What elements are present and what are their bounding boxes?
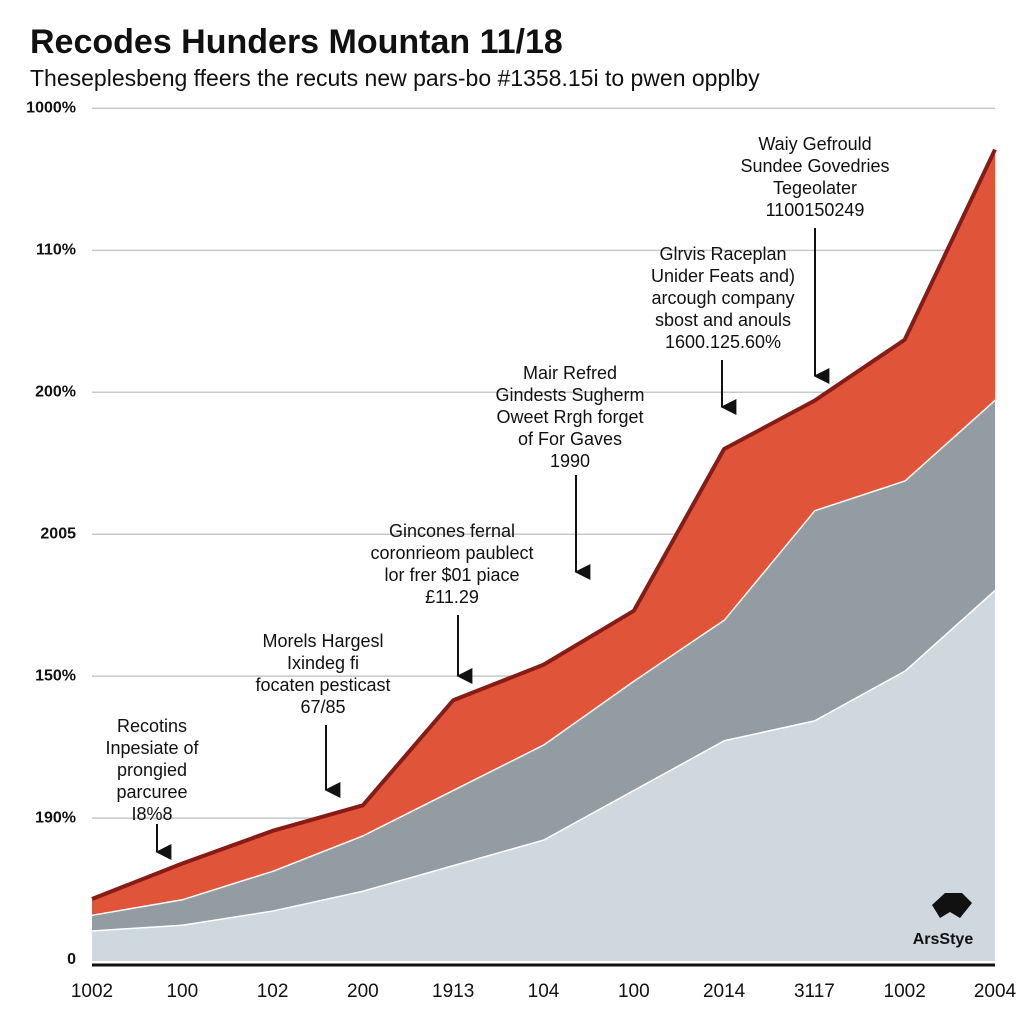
x-tick-label: 200 — [347, 981, 379, 1002]
x-tick-label: 102 — [257, 981, 289, 1002]
y-tick-label: 1000% — [26, 100, 76, 117]
x-tick-label: 3117 — [794, 981, 835, 1002]
annotation-text: £11.29 — [425, 587, 479, 607]
watermark-icon — [932, 893, 972, 918]
x-tick-label: 104 — [528, 981, 560, 1002]
annotation-text: Mair Refred — [523, 363, 617, 383]
axes: 0 190% 150% 2005 200% 110% 1000% 1002 100 102 200 1… — [26, 100, 1016, 1002]
annotation-text: lor frer $01 piace — [384, 565, 519, 585]
x-tick-label: 1002 — [71, 981, 113, 1002]
annotation-text: Unider Feats and) — [651, 266, 795, 286]
annotation-text: sbost and anouls — [655, 310, 791, 330]
annotation-text: Tegeolater — [773, 178, 857, 198]
watermark: ArsStye — [913, 931, 974, 948]
annotation-text: 67/85 — [300, 697, 345, 717]
annotation-text: Morels Hargesl — [262, 631, 383, 651]
x-tick-label: 2014 — [703, 981, 746, 1002]
area — [92, 589, 995, 960]
y-tick-label: 150% — [35, 667, 76, 684]
y-tick-label: 2005 — [40, 525, 76, 542]
x-tick-label: 2004 — [974, 981, 1017, 1002]
areas — [91, 148, 997, 960]
area — [92, 399, 995, 931]
annotation-text: Gincones fernal — [389, 521, 515, 541]
annotation-text: Sundee Govedries — [740, 156, 889, 176]
annotation-text: 1600.125.60% — [665, 332, 781, 352]
annotation-text: Glrvis Raceplan — [659, 244, 786, 264]
annotation-text: Gindests Sugherm — [495, 385, 644, 405]
y-tick-label: 110% — [36, 242, 76, 259]
annotation-text: arcough company — [651, 288, 794, 308]
x-tick-label: 100 — [618, 981, 650, 1002]
annotation-text: of For Gaves — [518, 429, 622, 449]
area-edge — [91, 148, 997, 901]
x-tick-label: 1002 — [884, 981, 926, 1002]
y-tick-label: 200% — [35, 383, 76, 400]
annotation-text: Recotins — [117, 716, 187, 736]
annotation-text: Oweet Rrgh forget — [496, 407, 643, 427]
annotation-text: 1990 — [550, 451, 590, 471]
annotation-text: 1100150249 — [766, 200, 865, 220]
x-tick-label: 1913 — [432, 981, 474, 1002]
annotation-text: focaten pesticast — [255, 675, 390, 695]
annotation-text: Inpesiate of — [105, 738, 199, 758]
annotation-text: parcuree — [116, 782, 187, 802]
y-tick-label: 190% — [35, 809, 76, 826]
chart-title: Recodes Hunders Mountan 11/18 — [30, 23, 563, 61]
chart-subtitle: Theseplesbeng ffeers the recuts new pars… — [30, 65, 760, 91]
annotation-text: I8%8 — [131, 804, 172, 824]
area-edge — [91, 588, 997, 932]
annotation-text: coronrieom paublect — [370, 543, 533, 563]
y-tick-label: 0 — [67, 951, 76, 968]
x-tick-label: 100 — [166, 981, 198, 1002]
annotation-text: Ixindeg fi — [287, 653, 359, 673]
annotation-text: prongied — [117, 760, 187, 780]
annotation-text: Waiy Gefrould — [758, 134, 871, 154]
